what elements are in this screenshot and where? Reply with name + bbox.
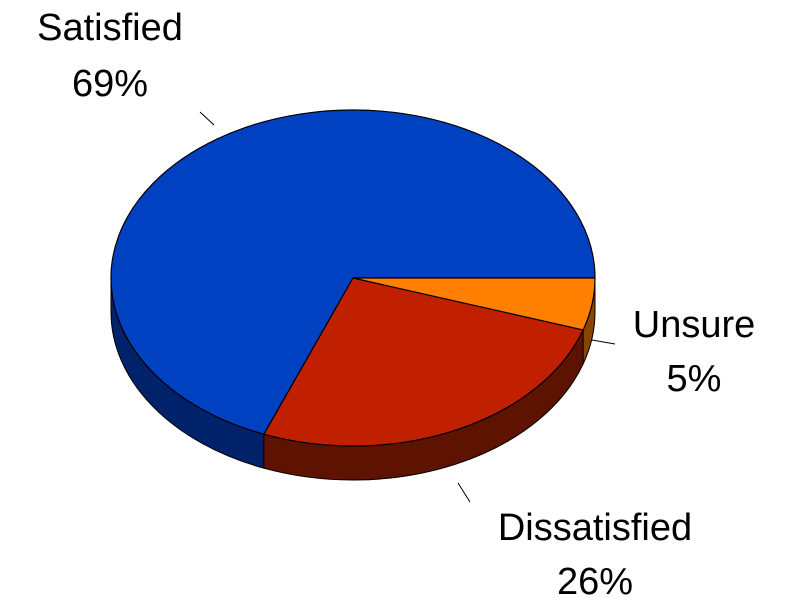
pie-slice-dissatisfied bbox=[263, 277, 584, 447]
leader-line-satisfied bbox=[199, 111, 215, 126]
slice-percent-dissatisfied: 26% bbox=[557, 561, 633, 603]
slice-label-dissatisfied: Dissatisfied bbox=[498, 507, 692, 549]
label-leader-lines bbox=[199, 111, 616, 503]
slice-label-satisfied: Satisfied bbox=[37, 7, 183, 49]
pie-slice-unsure bbox=[352, 277, 596, 331]
leader-line-unsure bbox=[591, 339, 616, 345]
slice-percent-unsure: 5% bbox=[667, 358, 722, 400]
slice-label-unsure: Unsure bbox=[633, 304, 756, 346]
pie-top-faces bbox=[110, 109, 596, 447]
slice-labels: Satisfied 69% Dissatisfied 26% Unsure 5% bbox=[37, 7, 755, 603]
slice-percent-satisfied: 69% bbox=[72, 63, 148, 105]
pie-slice-satisfied bbox=[110, 109, 596, 435]
leader-line-dissatisfied bbox=[457, 482, 471, 503]
